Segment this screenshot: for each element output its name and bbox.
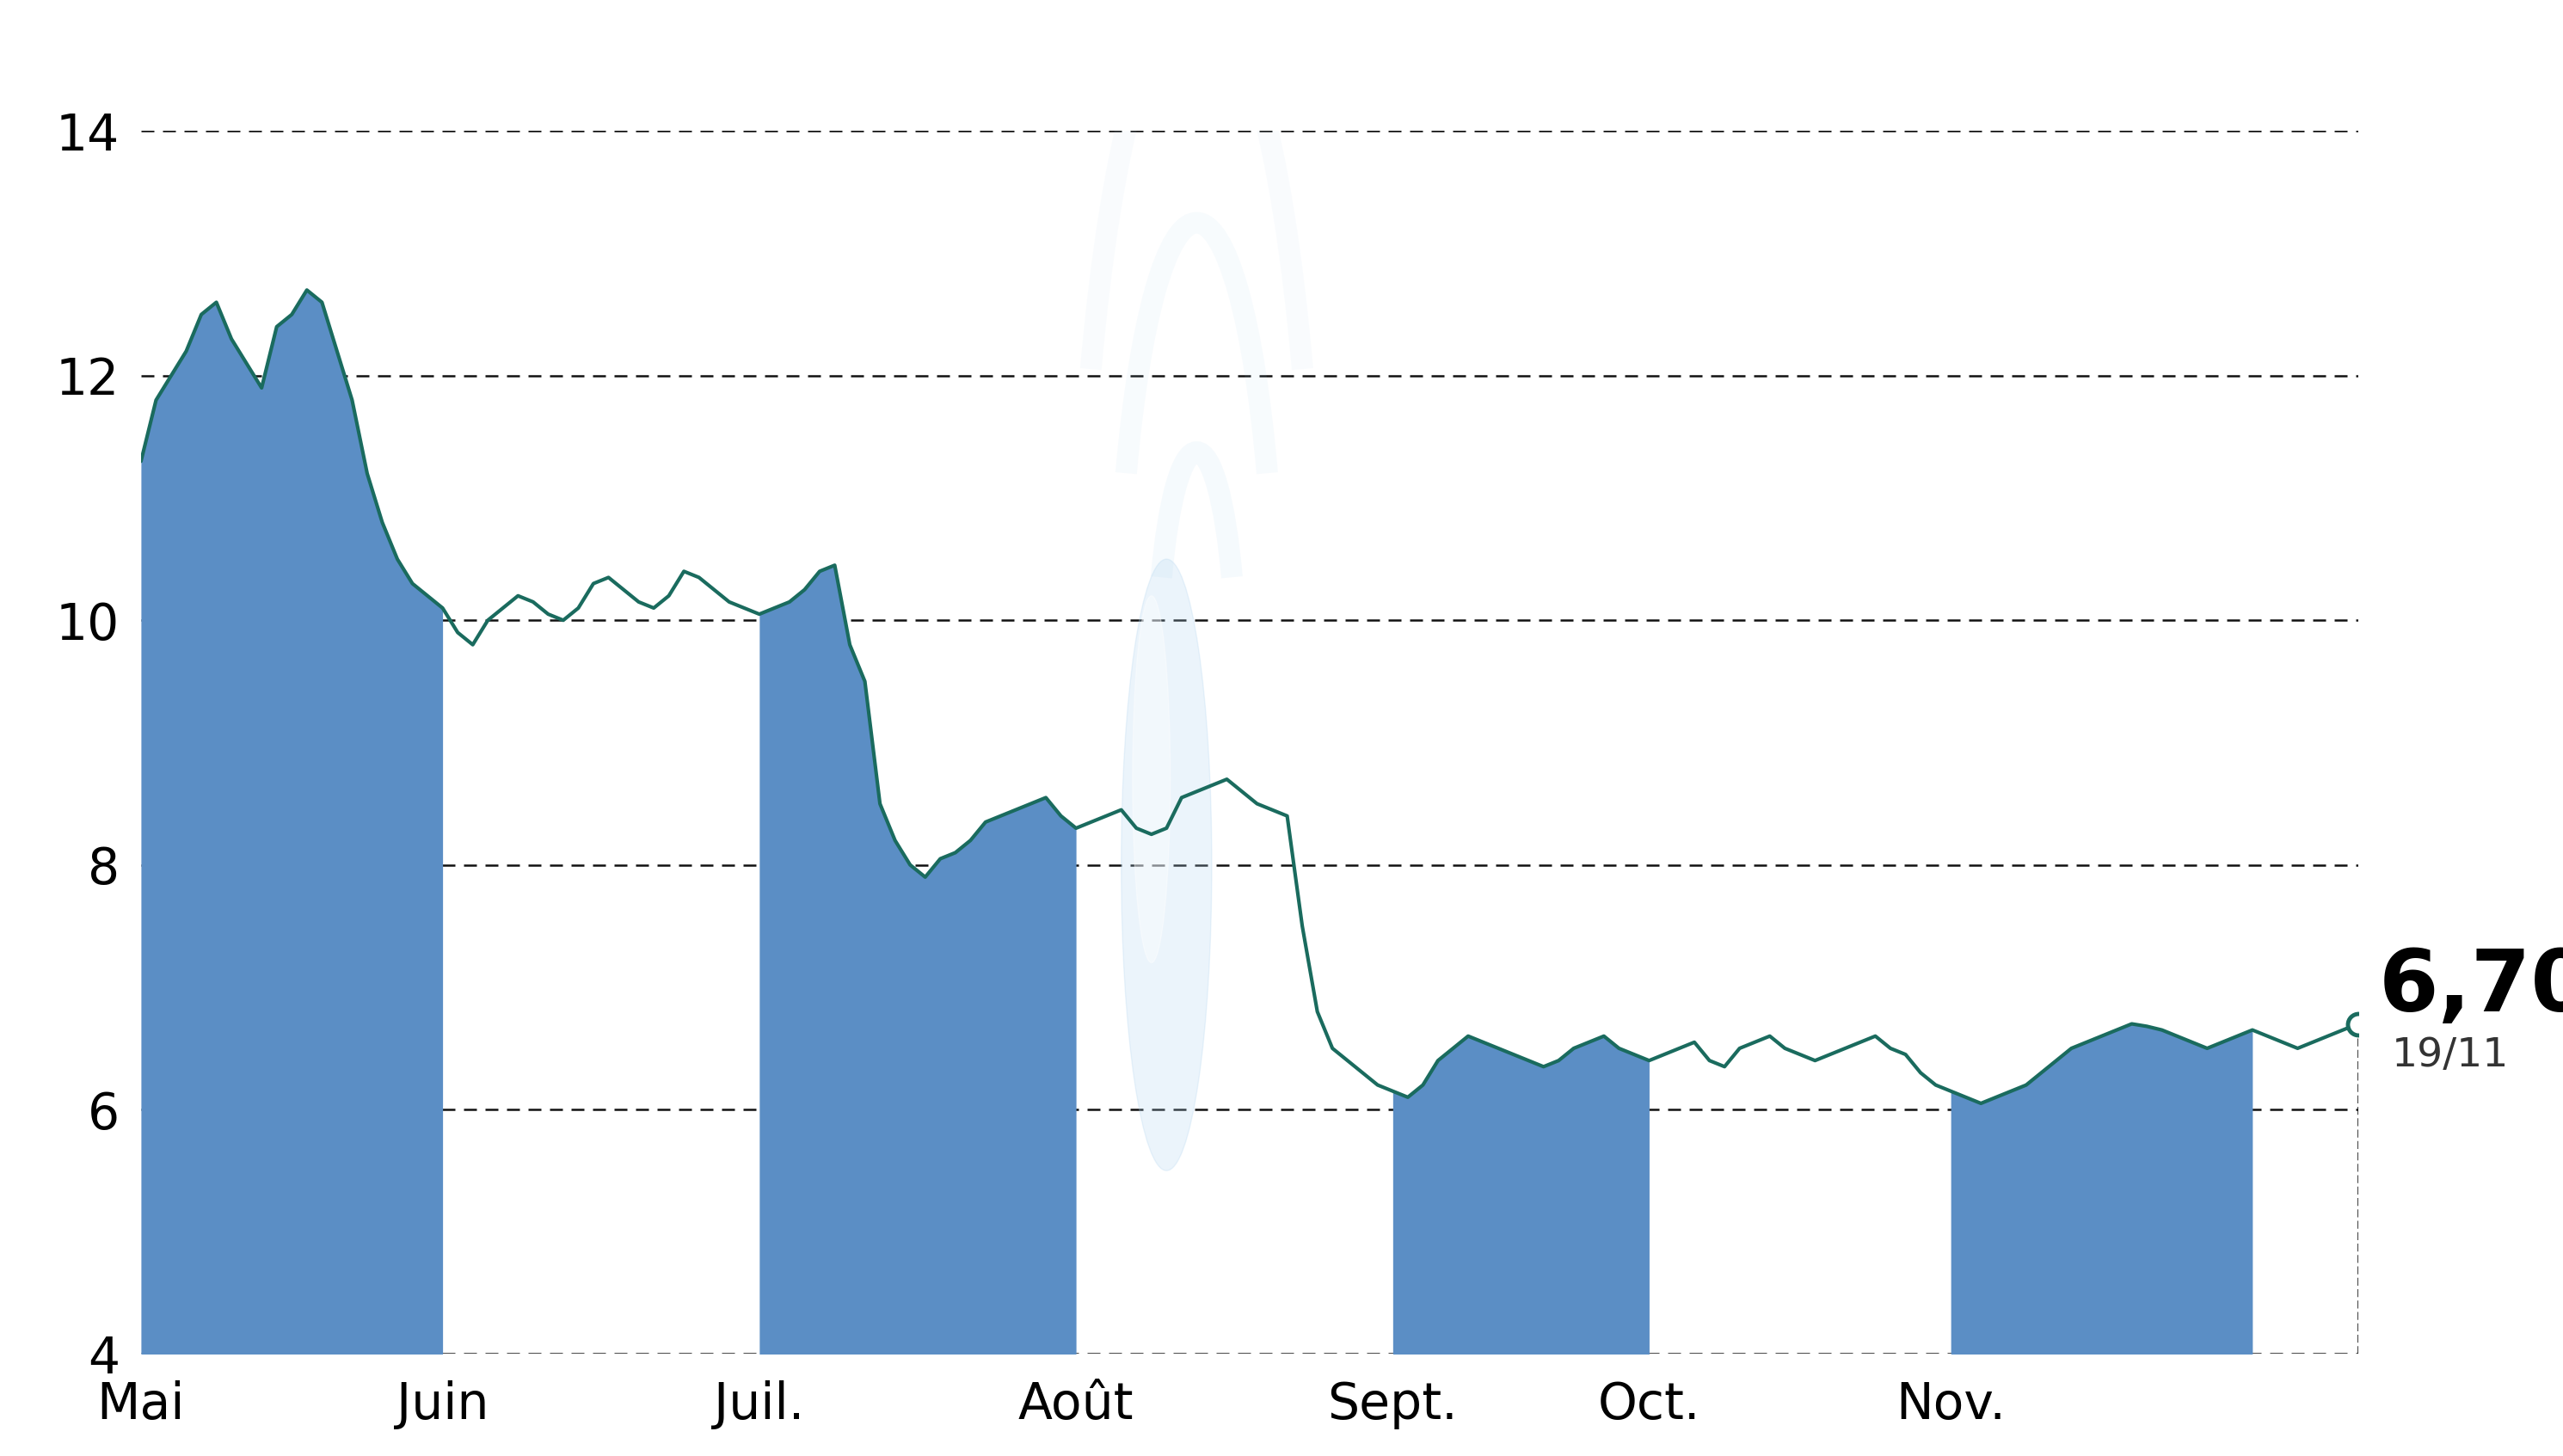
Text: WORLDLINE: WORLDLINE — [920, 3, 1643, 106]
Ellipse shape — [1133, 596, 1171, 962]
Text: 19/11: 19/11 — [2391, 1037, 2509, 1075]
Text: 6,70: 6,70 — [2378, 946, 2563, 1029]
Ellipse shape — [1120, 559, 1212, 1171]
